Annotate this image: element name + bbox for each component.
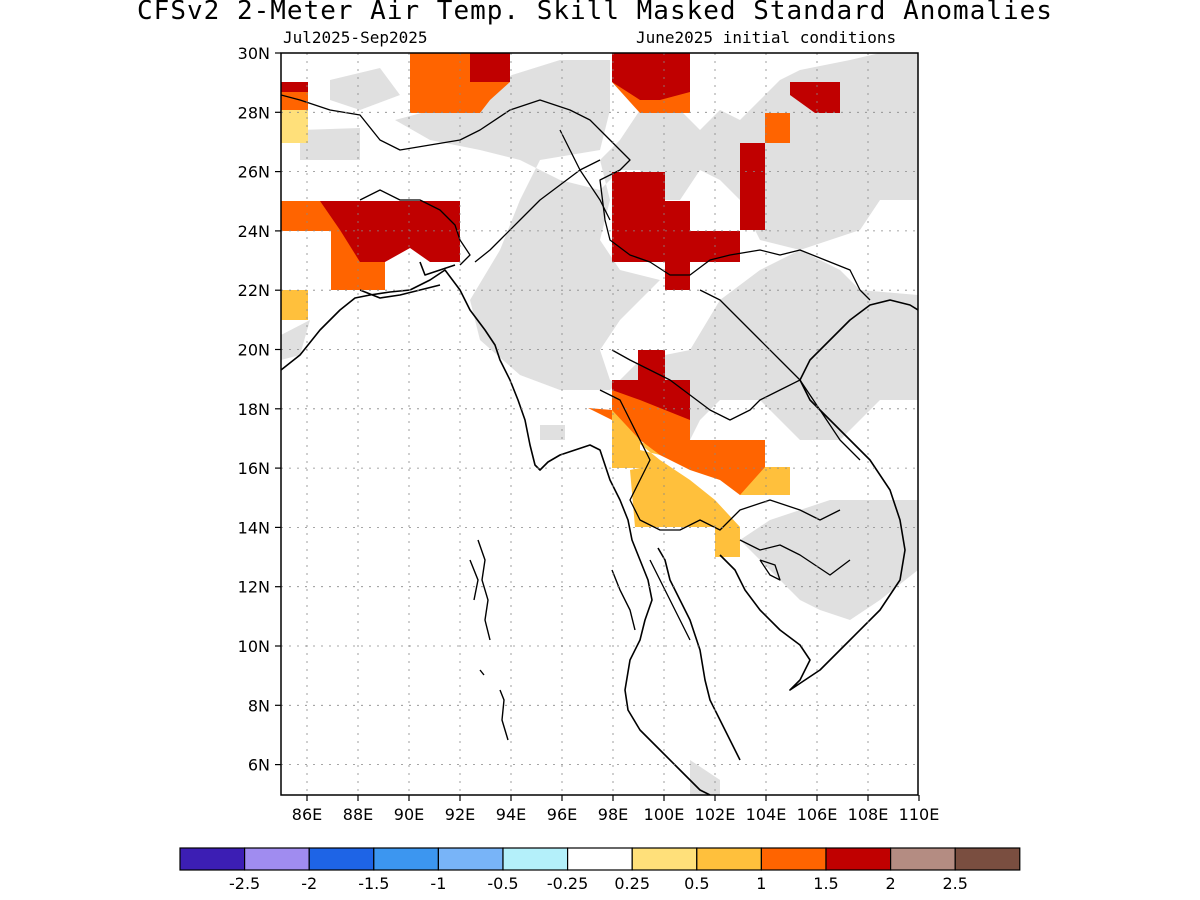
colorbar-swatch: [502, 847, 569, 871]
lat-label: 24N: [238, 222, 270, 241]
lon-label: 110E: [899, 805, 940, 824]
lat-label: 14N: [238, 518, 270, 537]
colorbar-label: -0.25: [547, 874, 588, 893]
initial-conditions: June2025 initial conditions: [636, 28, 897, 47]
lon-label: 88E: [343, 805, 373, 824]
lon-label: 98E: [598, 805, 628, 824]
colorbar: -2.5 -2 -1.5 -1 -0.5 -0.25 0.25 0.5 1 1.5 2 2.5: [179, 847, 1021, 893]
latitude-axis: 30N 28N 26N 24N 22N 20N 18N 16N 14N 12N 10N 8N 6N: [238, 44, 281, 775]
colorbar-swatch: [696, 847, 762, 871]
colorbar-swatch: [244, 847, 310, 871]
lat-label: 18N: [238, 400, 270, 419]
colorbar-swatch: [373, 847, 439, 871]
colorbar-swatch: [308, 847, 375, 871]
lon-label: 92E: [445, 805, 475, 824]
colorbar-swatch: [179, 847, 246, 871]
lat-label: 6N: [248, 756, 270, 775]
lat-label: 20N: [238, 341, 270, 360]
lon-label: 86E: [292, 805, 322, 824]
lat-label: 26N: [238, 163, 270, 182]
lat-label: 16N: [238, 459, 270, 478]
lon-label: 106E: [797, 805, 838, 824]
lat-label: 8N: [248, 696, 270, 715]
colorbar-label: -2: [301, 874, 317, 893]
colorbar-label: -0.5: [487, 874, 518, 893]
map-frame: [280, 52, 919, 796]
lon-label: 104E: [746, 805, 787, 824]
colorbar-swatch: [437, 847, 504, 871]
chart-title: CFSv2 2-Meter Air Temp. Skill Masked Sta…: [137, 0, 1053, 26]
colorbar-swatch: [631, 847, 698, 871]
colorbar-label: 2: [886, 874, 896, 893]
lon-label: 90E: [394, 805, 424, 824]
lat-label: 30N: [238, 44, 270, 63]
colorbar-label: 1.5: [813, 874, 838, 893]
lat-label: 12N: [238, 578, 270, 597]
colorbar-swatch: [825, 847, 892, 871]
lat-label: 10N: [238, 637, 270, 656]
colorbar-label: 2.5: [942, 874, 967, 893]
forecast-period: Jul2025-Sep2025: [283, 28, 428, 47]
lon-label: 102E: [695, 805, 736, 824]
colorbar-label: -1: [430, 874, 446, 893]
colorbar-label: 0.5: [684, 874, 709, 893]
islands: [469, 539, 636, 741]
colorbar-swatch: [954, 847, 1021, 871]
lat-label: 22N: [238, 281, 270, 300]
colorbar-label: 1: [756, 874, 766, 893]
colorbar-swatch: [889, 847, 956, 871]
lat-label: 28N: [238, 103, 270, 122]
lon-label: 94E: [496, 805, 526, 824]
lon-label: 96E: [547, 805, 577, 824]
colorbar-label: -2.5: [229, 874, 260, 893]
country-borders: [281, 94, 871, 641]
longitude-axis: 86E 88E 90E 92E 94E 96E 98E 100E 102E 104E 106E 108…: [292, 795, 940, 824]
skill-mask-regions: [281, 53, 918, 795]
colorbar-label: -1.5: [358, 874, 389, 893]
colorbar-swatch: [566, 847, 633, 871]
coastlines: [281, 261, 918, 795]
lon-label: 108E: [848, 805, 889, 824]
colorbar-label: 0.25: [614, 874, 650, 893]
lon-label: 100E: [644, 805, 685, 824]
colorbar-swatch: [760, 847, 827, 871]
